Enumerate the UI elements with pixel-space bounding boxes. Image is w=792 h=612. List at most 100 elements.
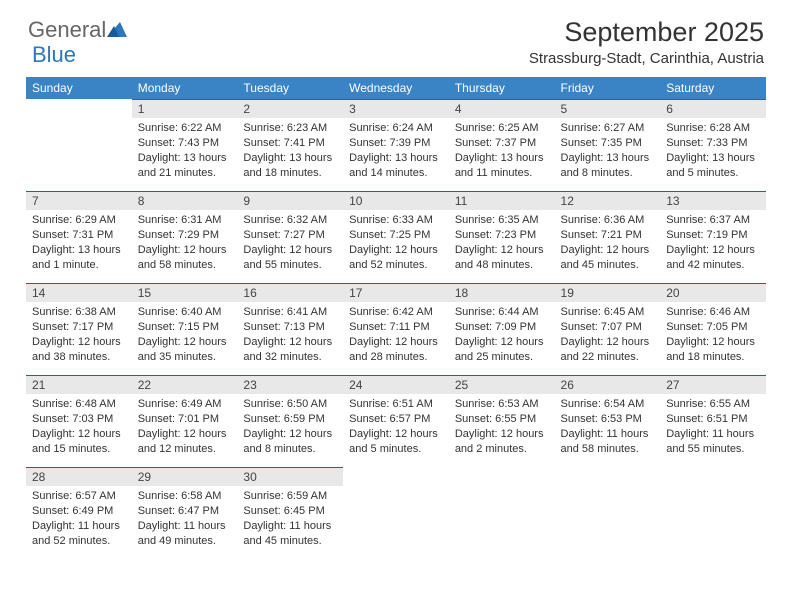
sunset-text: Sunset: 7:17 PM xyxy=(32,320,126,335)
sunrise-text: Sunrise: 6:50 AM xyxy=(243,397,337,412)
day-details: Sunrise: 6:25 AMSunset: 7:37 PMDaylight:… xyxy=(449,118,555,184)
daylight-text: Daylight: 12 hours and 15 minutes. xyxy=(32,427,126,457)
sunrise-text: Sunrise: 6:24 AM xyxy=(349,121,443,136)
sunset-text: Sunset: 6:55 PM xyxy=(455,412,549,427)
sunrise-text: Sunrise: 6:31 AM xyxy=(138,213,232,228)
day-number: 13 xyxy=(660,191,766,210)
day-details: Sunrise: 6:57 AMSunset: 6:49 PMDaylight:… xyxy=(26,486,132,552)
sunset-text: Sunset: 6:45 PM xyxy=(243,504,337,519)
daylight-text: Daylight: 12 hours and 12 minutes. xyxy=(138,427,232,457)
week-row: 1Sunrise: 6:22 AMSunset: 7:43 PMDaylight… xyxy=(26,99,766,191)
day-header: Sunday xyxy=(26,77,132,99)
sunrise-text: Sunrise: 6:44 AM xyxy=(455,305,549,320)
day-number: 8 xyxy=(132,191,238,210)
day-cell: 1Sunrise: 6:22 AMSunset: 7:43 PMDaylight… xyxy=(132,99,238,191)
day-details: Sunrise: 6:49 AMSunset: 7:01 PMDaylight:… xyxy=(132,394,238,460)
sunrise-text: Sunrise: 6:49 AM xyxy=(138,397,232,412)
day-cell xyxy=(449,467,555,559)
sunrise-text: Sunrise: 6:36 AM xyxy=(561,213,655,228)
day-number: 25 xyxy=(449,375,555,394)
sunset-text: Sunset: 7:01 PM xyxy=(138,412,232,427)
day-cell: 6Sunrise: 6:28 AMSunset: 7:33 PMDaylight… xyxy=(660,99,766,191)
day-cell: 20Sunrise: 6:46 AMSunset: 7:05 PMDayligh… xyxy=(660,283,766,375)
day-number: 6 xyxy=(660,99,766,118)
sunrise-text: Sunrise: 6:25 AM xyxy=(455,121,549,136)
day-cell: 5Sunrise: 6:27 AMSunset: 7:35 PMDaylight… xyxy=(555,99,661,191)
sunset-text: Sunset: 7:07 PM xyxy=(561,320,655,335)
daylight-text: Daylight: 13 hours and 1 minute. xyxy=(32,243,126,273)
day-number: 5 xyxy=(555,99,661,118)
day-header: Thursday xyxy=(449,77,555,99)
day-cell: 24Sunrise: 6:51 AMSunset: 6:57 PMDayligh… xyxy=(343,375,449,467)
day-number: 12 xyxy=(555,191,661,210)
day-number: 30 xyxy=(237,467,343,486)
calendar-table: Sunday Monday Tuesday Wednesday Thursday… xyxy=(26,77,766,559)
day-number: 23 xyxy=(237,375,343,394)
sunrise-text: Sunrise: 6:59 AM xyxy=(243,489,337,504)
day-details: Sunrise: 6:59 AMSunset: 6:45 PMDaylight:… xyxy=(237,486,343,552)
day-number: 3 xyxy=(343,99,449,118)
day-cell: 7Sunrise: 6:29 AMSunset: 7:31 PMDaylight… xyxy=(26,191,132,283)
daylight-text: Daylight: 12 hours and 38 minutes. xyxy=(32,335,126,365)
day-number: 27 xyxy=(660,375,766,394)
day-number: 29 xyxy=(132,467,238,486)
header: General September 2025 Strassburg-Stadt,… xyxy=(0,0,792,73)
daylight-text: Daylight: 12 hours and 58 minutes. xyxy=(138,243,232,273)
location: Strassburg-Stadt, Carinthia, Austria xyxy=(529,50,764,67)
sunset-text: Sunset: 7:27 PM xyxy=(243,228,337,243)
day-number: 4 xyxy=(449,99,555,118)
day-cell: 28Sunrise: 6:57 AMSunset: 6:49 PMDayligh… xyxy=(26,467,132,559)
daylight-text: Daylight: 12 hours and 5 minutes. xyxy=(349,427,443,457)
daylight-text: Daylight: 12 hours and 35 minutes. xyxy=(138,335,232,365)
day-number: 21 xyxy=(26,375,132,394)
daylight-text: Daylight: 13 hours and 14 minutes. xyxy=(349,151,443,181)
sunrise-text: Sunrise: 6:41 AM xyxy=(243,305,337,320)
day-number: 2 xyxy=(237,99,343,118)
logo-triangle-icon xyxy=(107,17,127,43)
sunset-text: Sunset: 7:35 PM xyxy=(561,136,655,151)
daylight-text: Daylight: 11 hours and 45 minutes. xyxy=(243,519,337,549)
day-cell: 14Sunrise: 6:38 AMSunset: 7:17 PMDayligh… xyxy=(26,283,132,375)
day-cell: 16Sunrise: 6:41 AMSunset: 7:13 PMDayligh… xyxy=(237,283,343,375)
day-cell: 21Sunrise: 6:48 AMSunset: 7:03 PMDayligh… xyxy=(26,375,132,467)
day-cell: 23Sunrise: 6:50 AMSunset: 6:59 PMDayligh… xyxy=(237,375,343,467)
day-cell: 17Sunrise: 6:42 AMSunset: 7:11 PMDayligh… xyxy=(343,283,449,375)
daylight-text: Daylight: 12 hours and 42 minutes. xyxy=(666,243,760,273)
sunrise-text: Sunrise: 6:32 AM xyxy=(243,213,337,228)
day-number: 1 xyxy=(132,99,238,118)
day-cell: 26Sunrise: 6:54 AMSunset: 6:53 PMDayligh… xyxy=(555,375,661,467)
day-details: Sunrise: 6:46 AMSunset: 7:05 PMDaylight:… xyxy=(660,302,766,368)
day-header: Wednesday xyxy=(343,77,449,99)
sunset-text: Sunset: 7:41 PM xyxy=(243,136,337,151)
sunrise-text: Sunrise: 6:55 AM xyxy=(666,397,760,412)
sunset-text: Sunset: 7:09 PM xyxy=(455,320,549,335)
sunrise-text: Sunrise: 6:37 AM xyxy=(666,213,760,228)
day-number: 22 xyxy=(132,375,238,394)
day-details: Sunrise: 6:48 AMSunset: 7:03 PMDaylight:… xyxy=(26,394,132,460)
week-row: 14Sunrise: 6:38 AMSunset: 7:17 PMDayligh… xyxy=(26,283,766,375)
day-cell: 18Sunrise: 6:44 AMSunset: 7:09 PMDayligh… xyxy=(449,283,555,375)
day-number: 16 xyxy=(237,283,343,302)
title-block: September 2025 Strassburg-Stadt, Carinth… xyxy=(529,17,764,67)
day-cell: 27Sunrise: 6:55 AMSunset: 6:51 PMDayligh… xyxy=(660,375,766,467)
sunset-text: Sunset: 7:37 PM xyxy=(455,136,549,151)
sunset-text: Sunset: 7:39 PM xyxy=(349,136,443,151)
week-row: 7Sunrise: 6:29 AMSunset: 7:31 PMDaylight… xyxy=(26,191,766,283)
day-number: 15 xyxy=(132,283,238,302)
day-number: 26 xyxy=(555,375,661,394)
sunset-text: Sunset: 6:57 PM xyxy=(349,412,443,427)
sunrise-text: Sunrise: 6:46 AM xyxy=(666,305,760,320)
day-details: Sunrise: 6:42 AMSunset: 7:11 PMDaylight:… xyxy=(343,302,449,368)
day-header: Tuesday xyxy=(237,77,343,99)
day-cell: 11Sunrise: 6:35 AMSunset: 7:23 PMDayligh… xyxy=(449,191,555,283)
sunset-text: Sunset: 7:31 PM xyxy=(32,228,126,243)
daylight-text: Daylight: 11 hours and 52 minutes. xyxy=(32,519,126,549)
day-number: 18 xyxy=(449,283,555,302)
day-number: 20 xyxy=(660,283,766,302)
day-cell xyxy=(555,467,661,559)
sunrise-text: Sunrise: 6:23 AM xyxy=(243,121,337,136)
daylight-text: Daylight: 12 hours and 55 minutes. xyxy=(243,243,337,273)
day-details: Sunrise: 6:45 AMSunset: 7:07 PMDaylight:… xyxy=(555,302,661,368)
sunrise-text: Sunrise: 6:38 AM xyxy=(32,305,126,320)
sunset-text: Sunset: 7:43 PM xyxy=(138,136,232,151)
